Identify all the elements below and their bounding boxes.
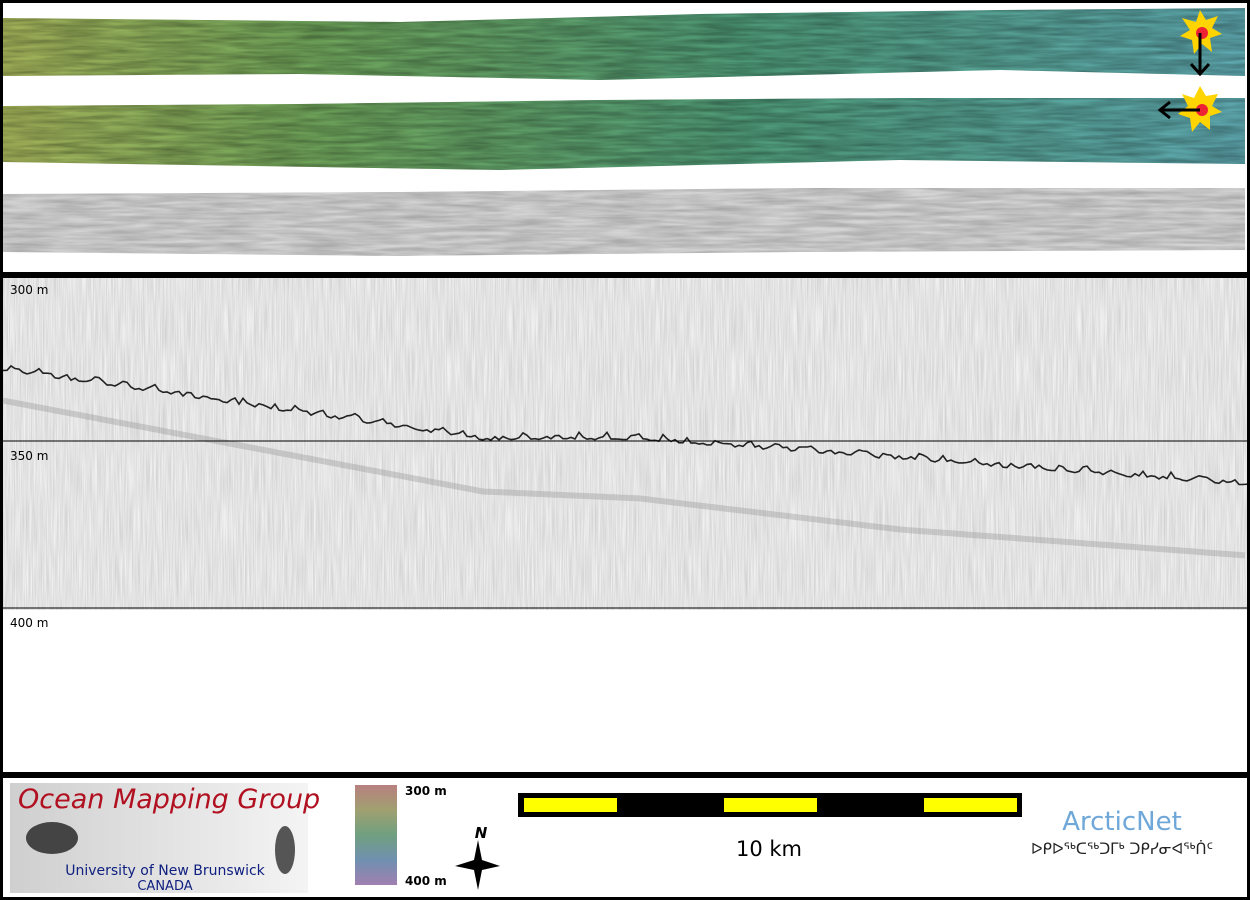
depth-label: 400 m	[10, 616, 48, 630]
compass-label: N	[475, 824, 488, 842]
echogram-noise	[3, 278, 1247, 610]
colorbar-label: 400 m	[405, 874, 447, 888]
scale-bar-segment	[924, 798, 1017, 812]
seafloor-trace	[2, 364, 1248, 486]
seafloor-trace	[2, 397, 1246, 559]
illumination-arrow	[1157, 100, 1200, 120]
sun-core	[1196, 27, 1208, 39]
depth-label: 300 m	[10, 283, 48, 297]
colorbar-label: 300 m	[405, 784, 447, 798]
swath-texture	[3, 98, 1245, 170]
swath-texture	[3, 8, 1245, 80]
logo-ship	[26, 822, 78, 854]
scale-bar-segment	[724, 798, 817, 812]
partner-name: ArcticNet	[1062, 807, 1182, 837]
illumination-arrow	[1189, 33, 1211, 77]
scale-bar-label: 10 km	[736, 837, 802, 861]
depth-label: 350 m	[10, 449, 48, 463]
partner-name-inuktitut: ᐅᑭᐅᖅᑕᖅᑐᒥᒃ ᑐᑭᓯᓂᐊᖅᑏᑦ	[1031, 840, 1213, 858]
depth-colorbar	[355, 785, 397, 885]
backscatter-texture	[3, 188, 1245, 256]
logo-title: Ocean Mapping Group	[18, 784, 320, 815]
compass-rose	[455, 840, 500, 890]
scale-bar-segment	[524, 798, 617, 812]
logo-university: University of New Brunswick	[65, 863, 265, 879]
logo-ship	[275, 826, 295, 874]
seafloor-echo	[2, 364, 1248, 559]
sun-core	[1196, 104, 1208, 116]
logo-country: CANADA	[137, 879, 192, 894]
